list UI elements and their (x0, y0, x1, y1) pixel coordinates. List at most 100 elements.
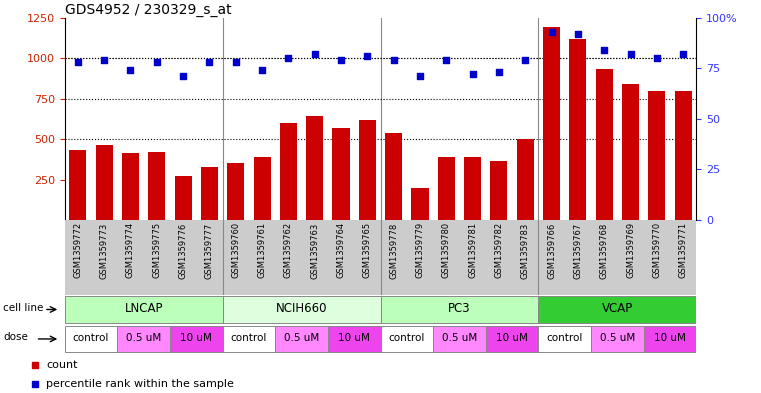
Point (309, 51, 321, 57)
Text: GSM1359764: GSM1359764 (336, 222, 345, 279)
Bar (644, 326, 696, 352)
Point (440, 57, 452, 63)
Bar (648, 90, 665, 220)
Bar (148, 152, 165, 220)
Text: GSM1359766: GSM1359766 (547, 222, 556, 279)
Point (124, 67, 136, 73)
Text: LNCAP: LNCAP (124, 302, 163, 316)
Bar (539, 326, 591, 352)
Bar (253, 157, 271, 220)
Text: control: control (546, 333, 583, 343)
Text: GSM1359772: GSM1359772 (73, 222, 82, 279)
Text: GSM1359777: GSM1359777 (205, 222, 214, 279)
Text: GSM1359774: GSM1359774 (126, 222, 135, 279)
Point (256, 67, 268, 73)
Text: PC3: PC3 (448, 302, 471, 316)
Text: count: count (46, 360, 78, 370)
Point (72, 59, 84, 65)
Bar (543, 28, 560, 220)
Point (203, 59, 215, 65)
Text: GSM1359763: GSM1359763 (310, 222, 319, 279)
Bar (674, 90, 692, 220)
Text: control: control (389, 333, 425, 343)
Bar (380, 326, 433, 352)
Text: GSM1359773: GSM1359773 (100, 222, 109, 279)
Bar (380, 296, 539, 323)
Text: 10 uM: 10 uM (654, 333, 686, 343)
Text: GSM1359771: GSM1359771 (679, 222, 688, 279)
Text: GSM1359770: GSM1359770 (652, 222, 661, 279)
Text: 10 uM: 10 uM (180, 333, 212, 343)
Bar (280, 123, 297, 220)
Text: control: control (73, 333, 109, 343)
Bar (306, 116, 323, 220)
Point (361, 53, 374, 59)
Text: GSM1359767: GSM1359767 (573, 222, 582, 279)
Bar (122, 153, 139, 220)
Point (625, 51, 637, 57)
Point (466, 71, 479, 77)
Point (387, 57, 400, 63)
Text: GSM1359779: GSM1359779 (416, 222, 425, 279)
Point (572, 31, 584, 37)
Point (493, 69, 505, 75)
Bar (464, 157, 481, 220)
Bar (223, 296, 380, 323)
Text: GSM1359768: GSM1359768 (600, 222, 609, 279)
Point (98, 57, 110, 63)
Bar (228, 163, 244, 220)
Bar (385, 133, 403, 220)
Text: GSM1359781: GSM1359781 (468, 222, 477, 279)
Text: GSM1359775: GSM1359775 (152, 222, 161, 279)
Bar (438, 157, 455, 220)
Bar (170, 326, 223, 352)
Bar (486, 326, 539, 352)
Bar (223, 326, 275, 352)
Text: dose: dose (3, 332, 28, 342)
Text: 10 uM: 10 uM (496, 333, 528, 343)
Bar (569, 39, 587, 220)
Text: GSM1359776: GSM1359776 (179, 222, 188, 279)
Point (335, 57, 347, 63)
Bar (412, 188, 428, 220)
Point (546, 29, 558, 35)
Point (282, 55, 295, 61)
Text: 0.5 uM: 0.5 uM (284, 333, 319, 343)
Bar (69, 151, 87, 220)
Bar (333, 128, 349, 220)
Text: cell line: cell line (3, 303, 43, 313)
Bar (596, 69, 613, 220)
Text: NCIH660: NCIH660 (275, 302, 327, 316)
Text: GSM1359760: GSM1359760 (231, 222, 240, 279)
Text: GSM1359761: GSM1359761 (257, 222, 266, 279)
Bar (275, 326, 328, 352)
Point (651, 55, 663, 61)
Bar (65, 296, 223, 323)
Text: GSM1359780: GSM1359780 (442, 222, 451, 279)
Text: percentile rank within the sample: percentile rank within the sample (46, 379, 234, 389)
Text: VCAP: VCAP (602, 302, 633, 316)
Text: GSM1359782: GSM1359782 (495, 222, 504, 279)
Bar (358, 120, 376, 220)
Text: control: control (231, 333, 267, 343)
Text: GSM1359765: GSM1359765 (363, 222, 372, 279)
Point (677, 51, 689, 57)
Text: 0.5 uM: 0.5 uM (442, 333, 477, 343)
Bar (201, 167, 218, 220)
Point (230, 59, 242, 65)
Text: GSM1359762: GSM1359762 (284, 222, 293, 279)
Point (414, 73, 426, 79)
Text: GSM1359783: GSM1359783 (521, 222, 530, 279)
Bar (433, 326, 486, 352)
Bar (517, 139, 533, 220)
Bar (328, 326, 380, 352)
Text: GSM1359778: GSM1359778 (389, 222, 398, 279)
Bar (117, 326, 170, 352)
Text: 10 uM: 10 uM (338, 333, 370, 343)
Text: 0.5 uM: 0.5 uM (600, 333, 635, 343)
Point (151, 59, 163, 65)
Bar (174, 176, 192, 220)
Text: GSM1359769: GSM1359769 (626, 222, 635, 279)
Text: GDS4952 / 230329_s_at: GDS4952 / 230329_s_at (65, 3, 231, 17)
Point (177, 73, 189, 79)
